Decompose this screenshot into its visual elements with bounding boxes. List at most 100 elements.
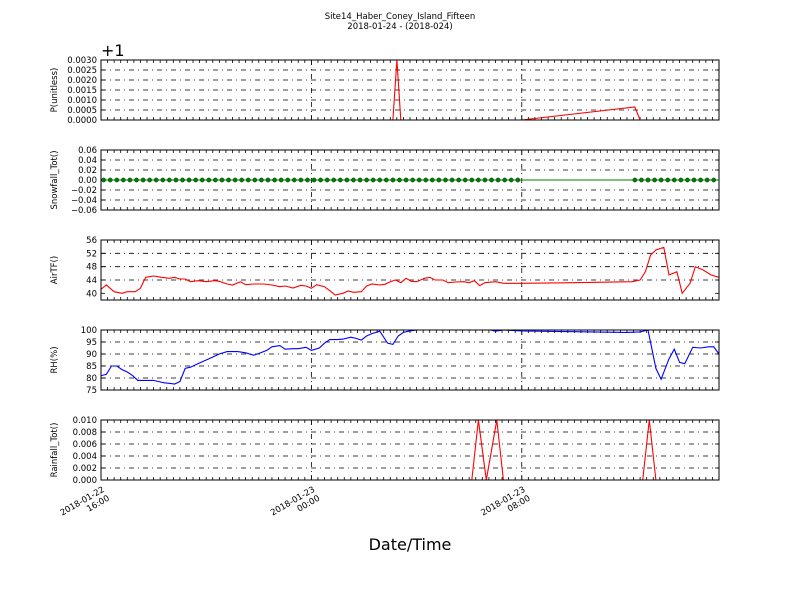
y-tick-label: 0.000 <box>73 476 97 486</box>
y-tick-label: 0.008 <box>73 428 97 438</box>
data-point <box>213 177 218 183</box>
data-point <box>476 177 481 183</box>
data-point <box>252 177 258 183</box>
data-point <box>226 177 231 183</box>
y-tick-label: 80 <box>86 374 97 384</box>
data-point <box>206 177 212 183</box>
data-point <box>239 177 245 183</box>
y-tick-label: 48 <box>86 263 97 273</box>
data-point <box>324 177 330 183</box>
data-point <box>502 177 508 183</box>
data-point <box>121 177 126 183</box>
y-tick-label: 44 <box>86 276 97 286</box>
data-point <box>265 177 271 183</box>
data-point <box>456 177 462 183</box>
data-point <box>416 177 422 183</box>
data-point <box>652 177 657 183</box>
y-tick-label: 0.0015 <box>67 86 97 96</box>
axes-frame <box>100 149 720 211</box>
data-point <box>101 177 106 183</box>
data-point <box>259 177 264 183</box>
data-point <box>508 177 514 183</box>
chart-title: Site14_Haber_Coney_Island_Fifteen <box>325 12 476 22</box>
y-tick-label: 0.00 <box>78 176 97 186</box>
data-point <box>423 177 429 183</box>
y-tick-label: 0.0000 <box>67 116 97 126</box>
data-point <box>658 177 664 183</box>
data-point <box>134 177 139 183</box>
data-point <box>364 177 369 183</box>
data-point <box>704 177 710 183</box>
y-tick-label: 0.006 <box>73 440 97 450</box>
data-point <box>186 177 192 183</box>
data-point <box>645 177 651 183</box>
data-point <box>495 177 501 183</box>
data-point <box>698 177 703 183</box>
data-point <box>390 177 396 183</box>
panel-1: 0.00000.00050.00100.00150.00200.00250.00… <box>50 41 720 126</box>
data-point <box>219 177 225 183</box>
data-point <box>397 177 402 183</box>
data-point <box>410 177 415 183</box>
data-point <box>291 177 297 183</box>
data-point <box>245 177 251 183</box>
data-point <box>193 177 199 183</box>
data-point <box>482 177 488 183</box>
data-point <box>370 177 376 183</box>
y-tick-label: 90 <box>86 350 97 360</box>
data-point <box>469 177 475 183</box>
data-point <box>337 177 343 183</box>
data-point <box>436 177 442 183</box>
data-point <box>430 177 435 183</box>
panel-3: 40 44 48 52 56 AirTF() <box>50 236 720 301</box>
y-tick-label: −0.02 <box>71 186 97 196</box>
y-tick-label: 0.0025 <box>67 66 97 76</box>
y-tick-label: 0.002 <box>73 464 97 474</box>
axes-frame <box>100 59 720 121</box>
x-tick-label: 2018-01-2300:00 <box>269 485 322 527</box>
data-point <box>107 177 113 183</box>
y-tick-label: 0.06 <box>78 146 97 156</box>
y-axis-label: RH(%) <box>50 346 60 373</box>
data-point <box>357 177 363 183</box>
axes-frame <box>100 239 720 301</box>
y-tick-label: 0.02 <box>78 166 97 176</box>
y-tick-label: 0.004 <box>73 452 97 462</box>
data-point <box>711 177 717 183</box>
data-point <box>140 177 146 183</box>
data-point <box>351 177 356 183</box>
y-axis-label: P(unitless) <box>50 68 60 113</box>
data-point <box>383 177 389 183</box>
y-axis-label: AirTF() <box>50 256 60 284</box>
chart-subtitle: 2018-01-24 - (2018-024) <box>347 22 452 32</box>
data-point <box>639 177 644 183</box>
panel-4: 75 80 85 90 95 100 RH(%) <box>50 326 720 396</box>
y-tick-label: −0.04 <box>71 196 97 206</box>
data-point <box>685 177 690 183</box>
y-tick-label: 56 <box>86 236 97 246</box>
y-tick-label: 52 <box>86 249 97 259</box>
data-point <box>344 177 350 183</box>
y-tick-label: 0.010 <box>73 416 97 426</box>
x-tick-label: 2018-01-2308:00 <box>479 485 532 527</box>
y-axis-label: Rainfall_Tot() <box>50 423 60 478</box>
offset-label: +1 <box>101 41 125 60</box>
data-point <box>443 177 448 183</box>
y-tick-label: 75 <box>86 386 97 396</box>
data-point <box>114 177 120 183</box>
data-point <box>489 177 494 183</box>
data-point <box>671 177 677 183</box>
data-point <box>678 177 684 183</box>
data-point <box>331 177 337 183</box>
data-point <box>160 177 166 183</box>
data-point <box>318 177 323 183</box>
data-point <box>180 177 185 183</box>
y-tick-label: 85 <box>86 362 97 372</box>
data-point <box>449 177 455 183</box>
data-point <box>199 177 205 183</box>
data-point <box>403 177 409 183</box>
y-tick-label: 0.0030 <box>67 56 97 66</box>
data-point <box>278 177 284 183</box>
data-point <box>173 177 179 183</box>
